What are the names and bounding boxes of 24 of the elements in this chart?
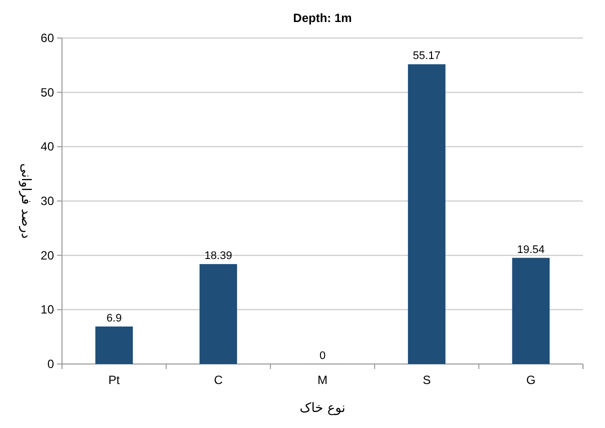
bar [512, 258, 550, 364]
y-tick-label: 0 [47, 357, 54, 371]
data-label: 18.39 [204, 250, 232, 262]
bar [95, 326, 133, 364]
data-label: 6.9 [106, 312, 122, 325]
x-tick-label: S [422, 373, 431, 387]
x-tick-label: Pt [108, 373, 120, 387]
data-label: 55.17 [412, 50, 440, 62]
y-tick-label: 50 [40, 85, 54, 100]
x-tick-label: C [214, 373, 223, 387]
y-tick-label: 10 [40, 302, 54, 317]
x-tick-label: M [318, 373, 328, 387]
y-tick-label: 60 [40, 31, 54, 45]
x-axis-title: نوع خاک [300, 401, 346, 416]
y-axis-title: درصد فراوانی [18, 163, 33, 239]
y-tick-label: 30 [40, 194, 54, 208]
data-label: 0 [319, 350, 326, 362]
data-label: 19.54 [517, 244, 545, 256]
y-tick-label: 20 [40, 248, 54, 262]
chart-title: Depth: 1m [293, 11, 352, 25]
bar [200, 264, 238, 364]
bar [408, 64, 446, 364]
y-tick-label: 40 [40, 140, 54, 154]
x-tick-label: G [526, 373, 536, 387]
